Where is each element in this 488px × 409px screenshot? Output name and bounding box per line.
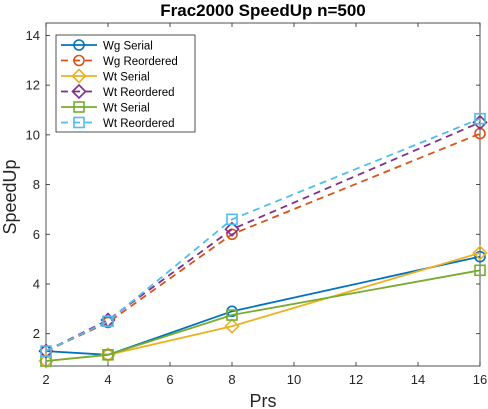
y-tick-label: 6 (33, 227, 40, 242)
series-line-5 (45, 269, 481, 362)
legend-marker (73, 54, 85, 67)
legend-marker (73, 101, 85, 113)
data-point (226, 228, 238, 241)
plot-area-frame (45, 22, 481, 367)
x-tick-label: 10 (287, 372, 301, 387)
legend-label: Wt Reordered (103, 118, 175, 130)
data-point (102, 349, 114, 361)
legend-label: Wt Reordered (103, 87, 175, 99)
data-point (226, 309, 238, 321)
x-axis-label: Prs (250, 391, 277, 409)
y-axis-label: SpeedUp (0, 159, 20, 234)
y-tick-label: 2 (33, 326, 40, 341)
y-tick-label: 12 (26, 78, 40, 93)
legend-marker (73, 39, 85, 51)
legend-label: Wg Reordered (103, 56, 178, 68)
data-point (224, 221, 240, 237)
y-tick-label: 14 (26, 28, 40, 43)
x-tick-label: 16 (473, 372, 487, 387)
legend-label: Wt Serial (103, 72, 150, 84)
data-point (224, 318, 240, 334)
x-tick-label: 6 (166, 372, 173, 387)
legend-box (55, 34, 196, 133)
series-line-1 (45, 255, 481, 356)
y-tick-label: 10 (26, 127, 40, 142)
data-point (472, 245, 488, 261)
data-point (474, 264, 486, 277)
x-tick-label: 2 (42, 372, 49, 387)
data-point (474, 112, 486, 125)
legend-marker (71, 83, 87, 100)
y-tick-label: 4 (33, 276, 40, 291)
legend-label: Wt Serial (103, 103, 150, 115)
data-point (40, 345, 52, 357)
data-point (226, 213, 238, 226)
y-tick-label: 8 (33, 177, 40, 192)
x-tick-label: 8 (228, 372, 235, 387)
legend-marker (73, 116, 85, 129)
data-point (102, 315, 114, 328)
x-tick-label: 14 (411, 372, 425, 387)
series-line-2 (45, 132, 481, 352)
series-line-6 (45, 117, 481, 352)
x-tick-label: 12 (349, 372, 363, 387)
series-line-4 (45, 121, 481, 352)
chart-title: Frac2000 SpeedUp n=500 (160, 1, 366, 20)
data-point (474, 250, 486, 263)
legend-label: Wg Serial (103, 41, 153, 53)
series-line-3 (45, 252, 481, 362)
x-tick-label: 4 (104, 372, 111, 387)
legend-marker (71, 68, 87, 84)
